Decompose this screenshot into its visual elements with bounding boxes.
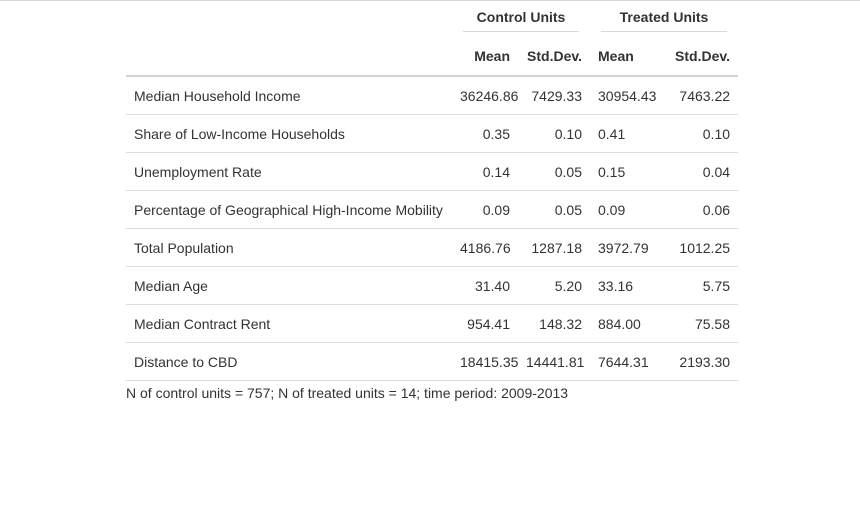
cell-control-mean: 0.35 [452,114,518,153]
cell-treated-mean: 3972.79 [590,228,660,267]
table-row: Median Contract Rent 954.41 148.32 884.0… [126,304,739,343]
summary-statistics-table: Control Units Treated Units Mean Std.Dev… [126,1,739,381]
cell-control-mean: 4186.76 [452,228,518,267]
cell-treated-mean: 0.09 [590,190,660,229]
cell-control-mean: 18415.35 [452,342,518,381]
table-row: Percentage of Geographical High-Income M… [126,190,739,229]
top-rule [0,0,860,1]
cell-control-std: 0.05 [518,152,590,191]
cell-treated-std: 1012.25 [660,228,739,267]
cell-control-std: 1287.18 [518,228,590,267]
row-label: Unemployment Rate [126,152,452,191]
column-header-treated-mean: Mean [590,37,660,77]
cell-control-mean: 36246.86 [452,76,518,115]
row-label: Median Contract Rent [126,304,452,343]
group-header-treated: Treated Units [590,1,738,37]
row-label: Percentage of Geographical High-Income M… [126,190,452,229]
label-column-header [126,37,452,77]
cell-treated-std: 0.04 [660,152,739,191]
empty-corner-cell [126,1,452,37]
cell-control-std: 14441.81 [518,342,590,381]
cell-treated-mean: 7644.31 [590,342,660,381]
table-row: Median Age 31.40 5.20 33.16 5.75 [126,266,739,305]
column-header-row: Mean Std.Dev. Mean Std.Dev. [126,37,739,77]
cell-treated-std: 2193.30 [660,342,739,381]
cell-control-mean: 31.40 [452,266,518,305]
cell-control-std: 148.32 [518,304,590,343]
table-row: Share of Low-Income Households 0.35 0.10… [126,114,739,153]
cell-control-std: 5.20 [518,266,590,305]
table-row: Median Household Income 36246.86 7429.33… [126,76,739,115]
cell-control-std: 0.10 [518,114,590,153]
cell-treated-mean: 0.41 [590,114,660,153]
table-footnote: N of control units = 757; N of treated u… [126,385,569,401]
group-header-control: Control Units [452,1,590,37]
row-label: Total Population [126,228,452,267]
cell-treated-std: 5.75 [660,266,739,305]
cell-control-mean: 0.14 [452,152,518,191]
cell-treated-mean: 33.16 [590,266,660,305]
cell-treated-std: 7463.22 [660,76,739,115]
cell-treated-std: 75.58 [660,304,739,343]
row-label: Median Age [126,266,452,305]
cell-treated-std: 0.10 [660,114,739,153]
cell-control-std: 0.05 [518,190,590,229]
table-row: Distance to CBD 18415.35 14441.81 7644.3… [126,342,739,381]
cell-treated-std: 0.06 [660,190,739,229]
cell-control-std: 7429.33 [518,76,590,115]
group-header-row: Control Units Treated Units [126,1,738,37]
column-header-treated-std: Std.Dev. [660,37,739,77]
row-label: Median Household Income [126,76,452,115]
cell-treated-mean: 884.00 [590,304,660,343]
row-label: Distance to CBD [126,342,452,381]
cell-treated-mean: 30954.43 [590,76,660,115]
row-label: Share of Low-Income Households [126,114,452,153]
cell-treated-mean: 0.15 [590,152,660,191]
column-header-control-std: Std.Dev. [518,37,590,77]
column-header-control-mean: Mean [452,37,518,77]
table-row: Total Population 4186.76 1287.18 3972.79… [126,228,739,267]
cell-control-mean: 0.09 [452,190,518,229]
cell-control-mean: 954.41 [452,304,518,343]
table-row: Unemployment Rate 0.14 0.05 0.15 0.04 [126,152,739,191]
